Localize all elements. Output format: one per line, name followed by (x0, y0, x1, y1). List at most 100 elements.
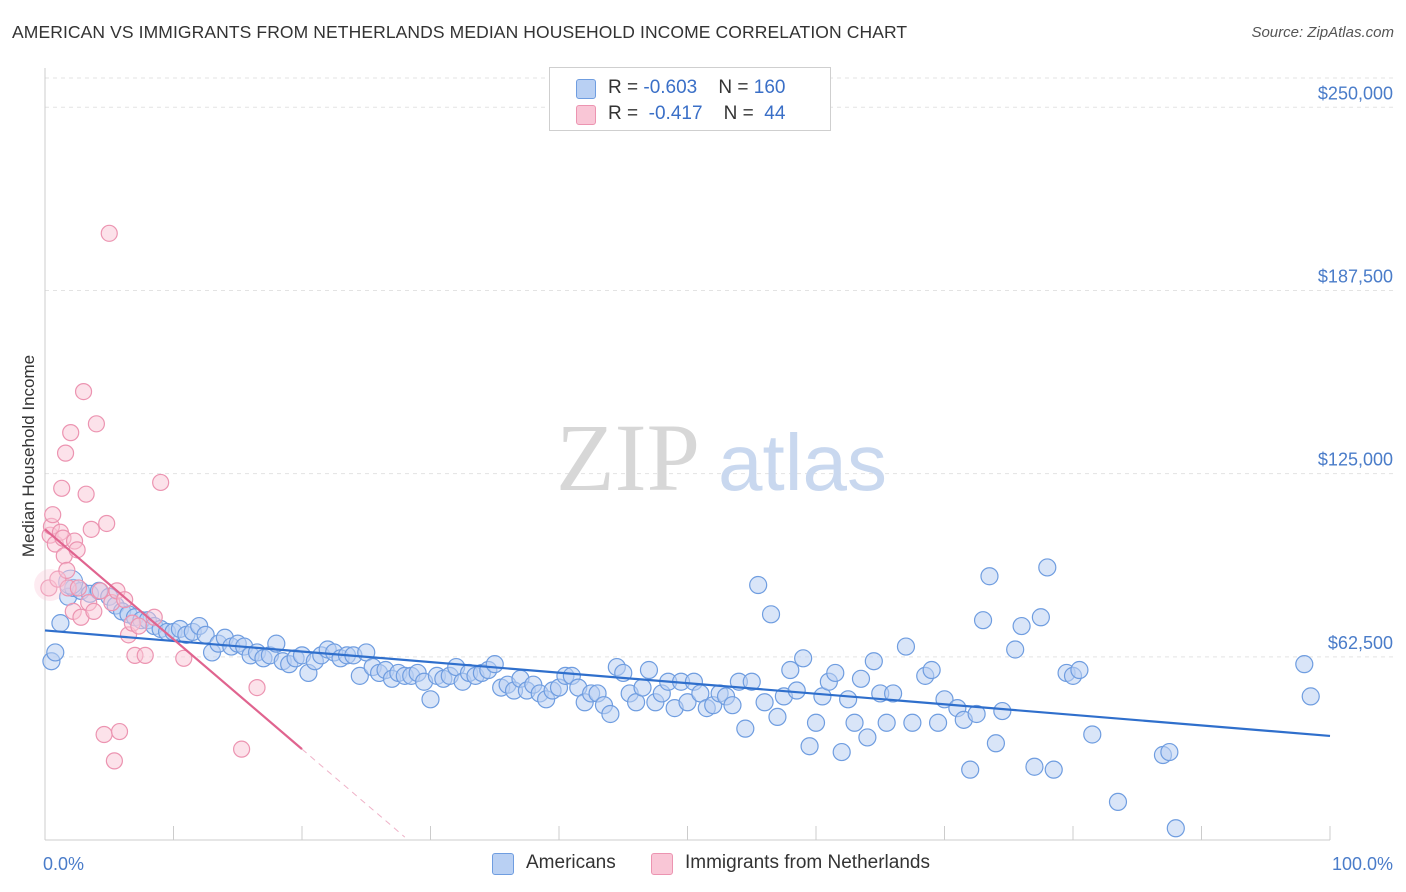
netherlands-point (62, 424, 80, 442)
americans-point (601, 704, 620, 724)
americans-point (742, 672, 761, 691)
americans-point (806, 713, 826, 732)
gridlines (45, 77, 1395, 658)
americans-point (794, 649, 813, 668)
netherlands-point (248, 678, 266, 697)
y-tick-label: $62,500 (1328, 633, 1393, 653)
americans-point (633, 678, 652, 697)
netherlands-point (44, 506, 62, 524)
netherlands-trend-extension (301, 748, 406, 838)
americans-point (787, 681, 806, 700)
americans-point (800, 737, 819, 756)
netherlands-point (91, 582, 109, 600)
legend-swatch-americans (576, 79, 596, 99)
americans-point (267, 634, 286, 653)
netherlands-point (82, 520, 100, 538)
netherlands-point (34, 569, 67, 602)
americans-point (967, 704, 986, 724)
americans-point (980, 567, 999, 586)
americans-point (749, 575, 768, 595)
americans-point (1108, 792, 1128, 812)
legend-n-value: 160 (753, 77, 786, 98)
americans-trend-line (44, 629, 1331, 738)
americans-point (1301, 687, 1320, 706)
americans-point (877, 713, 896, 732)
netherlands-point (110, 722, 129, 741)
netherlands-point (58, 561, 76, 579)
netherlands-point (85, 602, 103, 621)
x-tick-label: 0.0% (43, 854, 84, 874)
americans-point (51, 614, 70, 633)
americans-point (485, 655, 504, 674)
netherlands-trend-line (44, 528, 303, 750)
netherlands-point (105, 752, 123, 770)
americans-point (986, 734, 1006, 753)
americans-point (1044, 760, 1063, 779)
americans-point (1012, 616, 1031, 636)
bottom-legend-label-netherlands: Immigrants from Netherlands (685, 852, 930, 873)
trend-lines (44, 528, 1331, 838)
netherlands-point (136, 646, 154, 664)
netherlands-point (95, 725, 113, 744)
americans-point (723, 696, 742, 715)
netherlands-point (130, 617, 148, 635)
x-tick-label: 100.0% (1332, 854, 1393, 874)
americans-point (1031, 608, 1050, 627)
americans-point (639, 660, 659, 680)
bottom-legend-swatch-netherlands (651, 853, 673, 875)
americans-point (1006, 640, 1025, 659)
americans-points (42, 558, 1320, 838)
americans-point (736, 719, 755, 738)
legend-n-label: N = (723, 103, 760, 124)
americans-point (845, 713, 864, 732)
bottom-legend-swatch-americans (492, 853, 514, 875)
americans-point (922, 660, 941, 680)
americans-point (1070, 660, 1089, 680)
legend-swatch-netherlands (576, 105, 596, 125)
y-axis-label: Median Household Income (19, 355, 38, 557)
netherlands-point (98, 514, 116, 533)
watermark-zip: ZIP (556, 404, 700, 511)
americans-point (961, 760, 980, 779)
watermark-atlas: atlas (718, 418, 887, 507)
americans-point (678, 693, 697, 712)
tick-labels: $62,500 $125,000 $187,500 $250,000 0.0% 100.0… (43, 83, 1393, 874)
legend-r-label: R = (608, 77, 644, 98)
americans-point (1160, 742, 1179, 762)
netherlands-point (53, 479, 71, 497)
legend-r-value: -0.603 (643, 77, 698, 98)
americans-point (858, 728, 877, 747)
americans-point (768, 707, 787, 727)
americans-point (883, 684, 903, 703)
americans-point (1166, 819, 1185, 838)
americans-point (1025, 757, 1044, 776)
americans-point (839, 690, 858, 709)
y-tick-label: $250,000 (1318, 83, 1393, 103)
correlation-legend: R = -0.603 N = 160 R = -0.417 N = 44 (549, 67, 831, 131)
americans-point (864, 652, 883, 671)
netherlands-point (116, 591, 134, 609)
americans-point (761, 605, 781, 624)
axes (44, 68, 1331, 841)
americans-point (826, 663, 845, 683)
y-tick-label: $187,500 (1318, 266, 1393, 286)
americans-point (993, 701, 1012, 721)
netherlands-point (56, 444, 75, 462)
americans-point (46, 643, 65, 662)
americans-point (1038, 558, 1057, 577)
netherlands-point (152, 473, 170, 492)
netherlands-point (74, 382, 93, 401)
americans-point (1295, 655, 1314, 674)
legend-row-netherlands: R = -0.417 N = 44 (550, 101, 830, 127)
americans-point (755, 693, 774, 712)
source-label: Source: ZipAtlas.com (1251, 24, 1394, 41)
chart-title: AMERICAN VS IMMIGRANTS FROM NETHERLANDS … (12, 22, 908, 42)
americans-point (973, 611, 993, 630)
americans-point (896, 637, 916, 656)
legend-row-americans: R = -0.603 N = 160 (550, 75, 830, 101)
americans-point (350, 666, 369, 685)
netherlands-point (100, 224, 118, 242)
netherlands-point (87, 415, 106, 433)
netherlands-point (175, 649, 193, 667)
legend-r-value: -0.417 (643, 103, 703, 124)
